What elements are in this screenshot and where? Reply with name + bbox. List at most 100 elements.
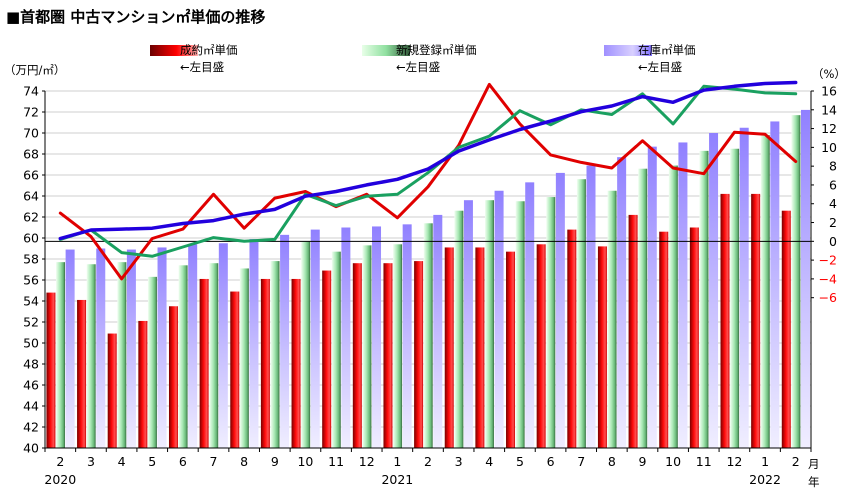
line-new-yoy [58, 84, 798, 258]
x-tick-label: 3 [455, 454, 463, 469]
bar-new [209, 263, 219, 448]
bar-new [760, 135, 770, 448]
left-tick-label: 58 [23, 252, 39, 267]
bar-stock [65, 249, 75, 448]
bar-contract [230, 291, 240, 448]
bar-stock [218, 243, 228, 448]
bar-contract [260, 278, 270, 448]
left-tick-label: 62 [23, 210, 39, 225]
left-tick-label: 50 [23, 336, 39, 351]
bar-stock [126, 249, 136, 448]
bar-new [331, 251, 341, 448]
x-unit-month: 月 [808, 457, 820, 471]
legend-swatch-new [362, 45, 410, 56]
bar-new [730, 148, 740, 448]
bar-stock [617, 157, 627, 448]
bar-new [484, 200, 494, 448]
bar-new [56, 262, 66, 448]
chart-title: ■首都圏 中古マンション㎡単価の推移 [6, 8, 266, 26]
right-tick-label: 4 [829, 196, 837, 211]
bar-stock [647, 146, 657, 448]
bar-new [515, 201, 525, 448]
legend-swatch-contract [150, 45, 198, 56]
x-tick-label: 1 [393, 454, 401, 469]
left-tick-label: 52 [23, 315, 39, 330]
left-tick-label: 72 [23, 105, 39, 120]
x-year-label: 2021 [381, 472, 413, 487]
bar-new [607, 190, 617, 448]
bar-stock [372, 226, 382, 448]
right-tick-label: −6 [819, 290, 837, 305]
bar-contract [199, 278, 209, 448]
bar-contract [383, 263, 393, 448]
right-tick-label: 2 [829, 215, 837, 230]
bar-contract [689, 227, 699, 448]
bar-new [791, 115, 801, 449]
bar-stock [157, 247, 167, 448]
legend-item-stock: 在庫㎡単価 ←左目盛 [604, 42, 804, 78]
x-tick-label: 2 [792, 454, 800, 469]
left-tick-label: 44 [23, 399, 39, 414]
bar-contract [628, 214, 638, 448]
bar-new [454, 210, 464, 448]
left-tick-label: 64 [23, 189, 39, 204]
legend-label-new: 新規登録㎡単価 [396, 43, 477, 57]
legend-label-contract: 成約㎡単価 [180, 43, 238, 57]
right-tick-label: 12 [821, 121, 837, 136]
x-tick-label: 7 [577, 454, 585, 469]
x-tick-label: 9 [271, 454, 279, 469]
bar-stock [249, 239, 259, 448]
x-tick-label: 11 [328, 454, 344, 469]
bar-contract [781, 210, 791, 448]
left-tick-label: 74 [23, 84, 39, 99]
bar-stock [433, 214, 443, 448]
bar-layer [46, 109, 810, 449]
x-tick-label: 2 [424, 454, 432, 469]
legend-sub-stock: ←左目盛 [638, 60, 683, 74]
bar-contract [322, 270, 332, 448]
x-tick-label: 3 [87, 454, 95, 469]
right-tick-label: 8 [829, 159, 837, 174]
bar-stock [525, 182, 535, 448]
bar-new [576, 179, 586, 448]
bar-new [638, 168, 648, 448]
x-year-label: 2022 [749, 472, 781, 487]
left-tick-label: 42 [23, 420, 39, 435]
legend-sub-new: ←左目盛 [396, 60, 441, 74]
left-tick-label: 48 [23, 357, 39, 372]
right-tick-label: 14 [821, 102, 837, 117]
x-tick-label: 2 [56, 454, 64, 469]
right-tick-label: 16 [821, 84, 837, 99]
left-tick-label: 66 [23, 168, 39, 183]
x-unit-year: 年 [808, 475, 820, 489]
x-tick-label: 10 [665, 454, 681, 469]
left-axis-unit: （万円/㎡） [4, 63, 66, 77]
bar-contract [475, 247, 485, 448]
bar-new [362, 245, 372, 448]
x-tick-label: 9 [639, 454, 647, 469]
x-tick-label: 6 [547, 454, 555, 469]
bar-new [668, 165, 678, 449]
left-tick-label: 40 [23, 441, 39, 456]
right-tick-label: 6 [829, 177, 837, 192]
right-tick-label: 0 [829, 234, 837, 249]
bar-stock [555, 172, 565, 448]
legend-item-contract: 成約㎡単価 ←左目盛 [150, 42, 350, 78]
bar-new [117, 262, 127, 448]
left-tick-label: 54 [23, 294, 39, 309]
bar-contract [352, 263, 362, 448]
bar-new [393, 244, 403, 448]
bar-contract [720, 193, 730, 448]
left-tick-label: 56 [23, 273, 39, 288]
legend-swatch-stock [604, 45, 652, 56]
bar-new [239, 268, 249, 448]
bar-contract [46, 292, 56, 448]
x-tick-label: 12 [359, 454, 375, 469]
bar-contract [291, 278, 301, 448]
bar-contract [597, 246, 607, 448]
bar-new [423, 223, 433, 448]
bar-contract [444, 247, 454, 448]
bar-stock [341, 227, 351, 448]
